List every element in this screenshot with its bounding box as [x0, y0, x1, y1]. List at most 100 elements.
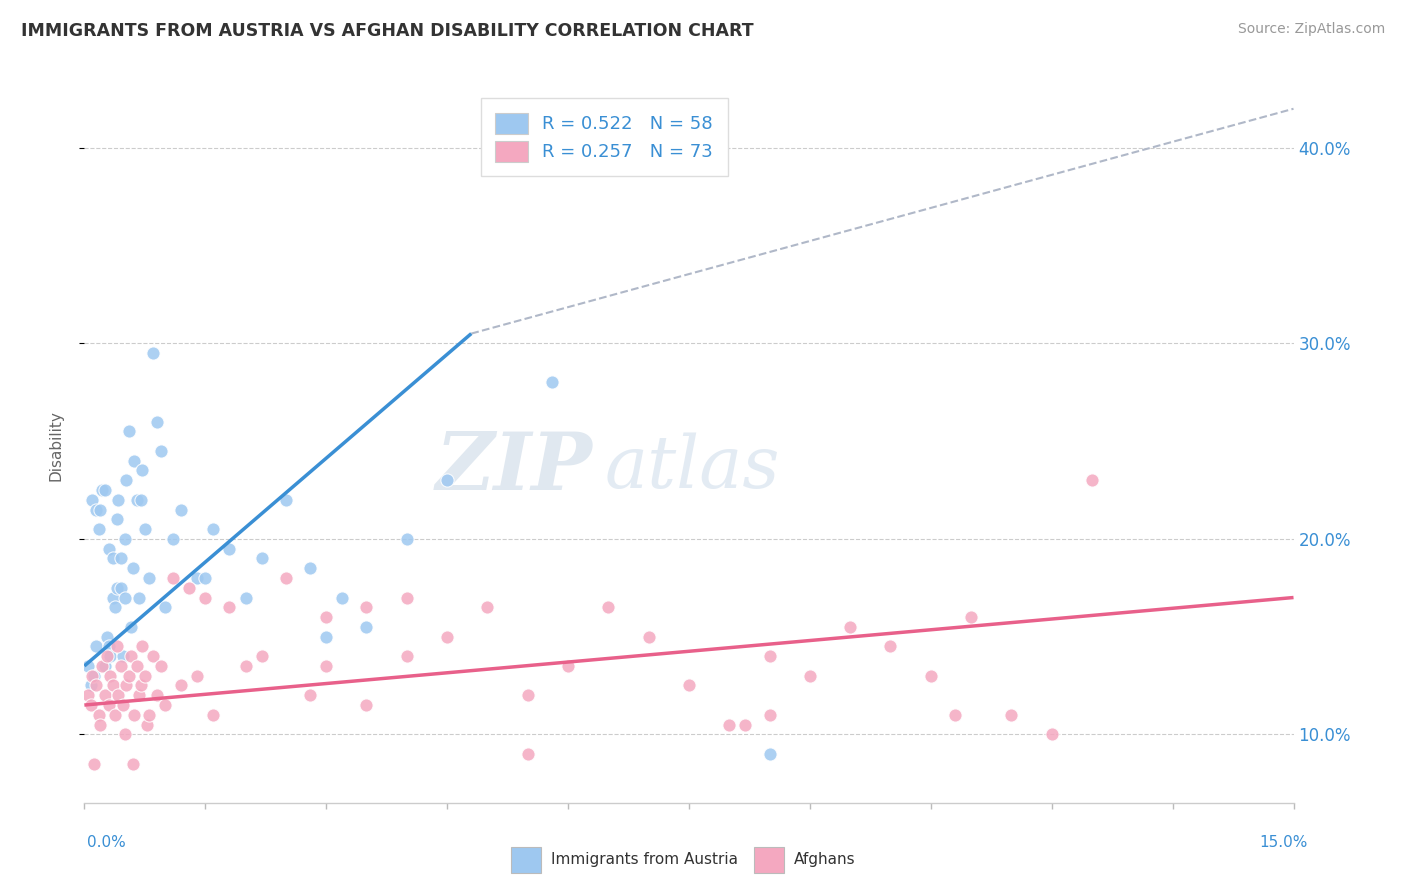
Point [97, 640, 120, 654]
Point [153, 600, 176, 615]
Point [128, 591, 150, 605]
Point [89, 717, 111, 731]
Point [134, 522, 156, 536]
Point [131, 463, 153, 477]
Point [101, 551, 124, 566]
Point [89, 502, 111, 516]
Point [77, 688, 100, 702]
Point [758, 707, 780, 722]
Point [299, 688, 322, 702]
Point [112, 649, 135, 664]
Point [315, 659, 337, 673]
Point [186, 669, 208, 683]
Point [960, 610, 983, 624]
Point [120, 620, 142, 634]
Text: atlas: atlas [605, 432, 780, 503]
Point [114, 532, 136, 546]
Point [235, 659, 257, 673]
Legend: R = 0.522   N = 58, R = 0.257   N = 73: R = 0.522 N = 58, R = 0.257 N = 73 [481, 98, 727, 176]
Point [356, 698, 378, 712]
Point [436, 473, 458, 487]
Point [86, 640, 108, 654]
Point [129, 492, 152, 507]
Point [436, 630, 458, 644]
Point [83, 756, 105, 771]
Point [107, 492, 129, 507]
Point [356, 600, 378, 615]
Point [516, 747, 538, 761]
Point [315, 630, 337, 644]
Text: 0.0%: 0.0% [87, 836, 127, 850]
Point [330, 591, 353, 605]
Point [142, 649, 165, 664]
Point [250, 649, 273, 664]
Point [274, 571, 297, 585]
Text: Source: ZipAtlas.com: Source: ZipAtlas.com [1237, 22, 1385, 37]
Text: IMMIGRANTS FROM AUSTRIA VS AFGHAN DISABILITY CORRELATION CHART: IMMIGRANTS FROM AUSTRIA VS AFGHAN DISABI… [21, 22, 754, 40]
Point [202, 707, 225, 722]
Point [186, 571, 208, 585]
Point [121, 756, 143, 771]
Point [162, 532, 184, 546]
Point [125, 492, 148, 507]
Point [98, 649, 121, 664]
Y-axis label: Disability: Disability [49, 410, 63, 482]
Point [235, 591, 257, 605]
Point [170, 678, 193, 692]
Point [118, 425, 141, 439]
Point [115, 473, 138, 487]
Point [557, 659, 579, 673]
Point [91, 483, 114, 497]
Point [541, 376, 564, 390]
Point [110, 551, 132, 566]
Point [799, 669, 821, 683]
Text: Immigrants from Austria: Immigrants from Austria [551, 853, 738, 867]
Point [637, 630, 659, 644]
Point [138, 571, 160, 585]
Point [395, 649, 418, 664]
Point [96, 649, 118, 664]
Point [101, 678, 124, 692]
Point [91, 659, 114, 673]
Point [77, 659, 100, 673]
Point [170, 502, 193, 516]
Point [93, 688, 115, 702]
Point [758, 747, 780, 761]
Point [516, 688, 538, 702]
Point [395, 591, 418, 605]
Text: Afghans: Afghans [794, 853, 856, 867]
Bar [510, 847, 541, 873]
Point [86, 678, 108, 692]
Point [153, 698, 176, 712]
Point [299, 561, 322, 575]
Point [115, 678, 138, 692]
Point [678, 678, 700, 692]
Point [114, 727, 136, 741]
Point [142, 346, 165, 360]
Point [114, 591, 136, 605]
Point [87, 522, 110, 536]
Point [104, 600, 127, 615]
Point [395, 532, 418, 546]
Point [124, 453, 146, 467]
Point [146, 688, 169, 702]
Point [202, 522, 225, 536]
Point [218, 541, 240, 556]
Point [1081, 473, 1104, 487]
Point [943, 707, 966, 722]
Point [179, 581, 201, 595]
Point [879, 640, 901, 654]
Point [274, 492, 297, 507]
Point [104, 707, 127, 722]
Text: ZIP: ZIP [436, 429, 592, 506]
Point [112, 698, 135, 712]
Point [87, 707, 110, 722]
Point [134, 669, 156, 683]
Point [124, 707, 146, 722]
Point [194, 571, 217, 585]
Point [118, 669, 141, 683]
Point [96, 630, 118, 644]
Point [93, 659, 115, 673]
Point [149, 443, 172, 458]
Point [105, 512, 128, 526]
